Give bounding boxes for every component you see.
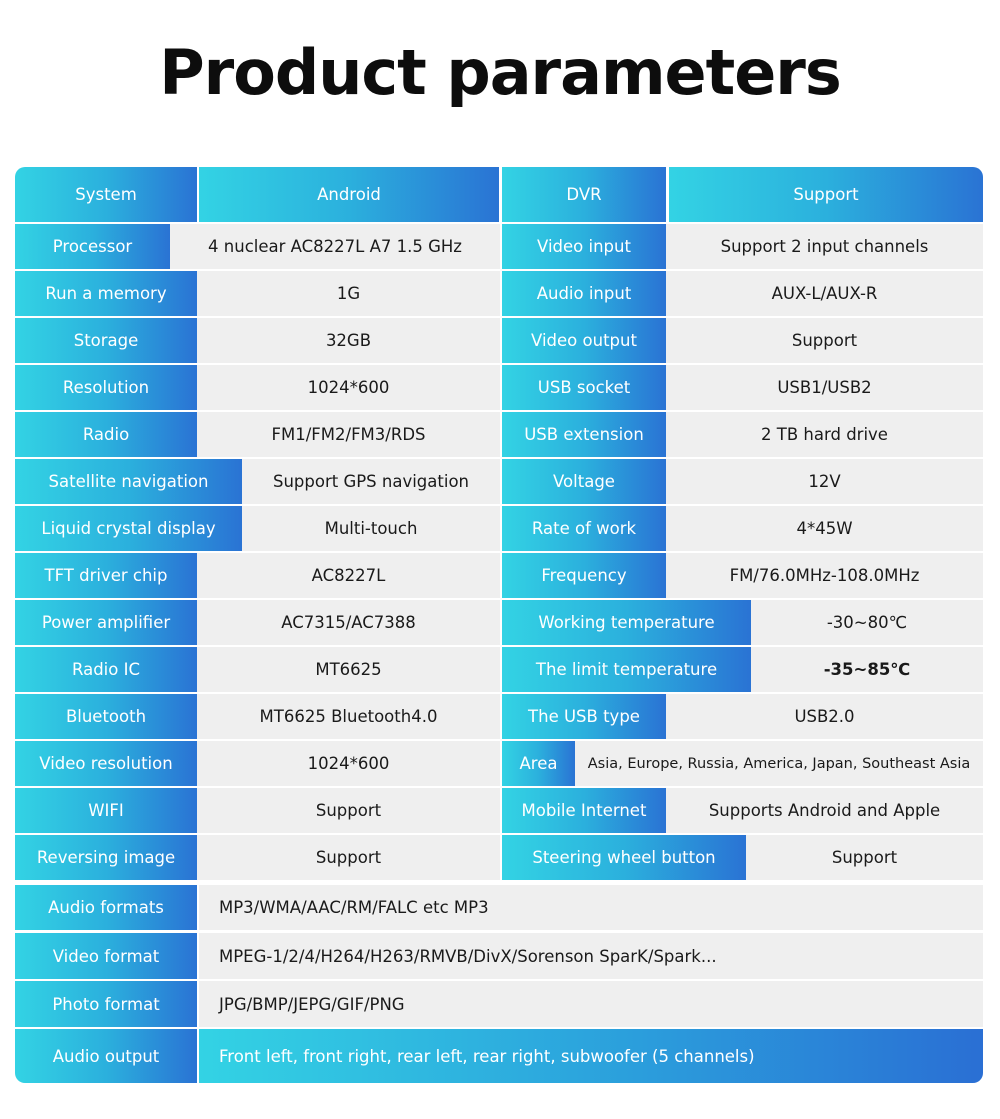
row-value-right: -35~85℃ — [751, 647, 983, 692]
table-row: Audio formats MP3/WMA/AAC/RM/FALC etc MP… — [15, 885, 983, 930]
table-row: Video resolution 1024*600 Area Asia, Eur… — [15, 741, 983, 786]
header-system: System — [15, 167, 197, 222]
table-row: Storage 32GB Video output Support — [15, 318, 983, 363]
table-row: Run a memory 1G Audio input AUX-L/AUX-R — [15, 271, 983, 316]
row-label-right: USB extension — [502, 412, 666, 457]
row-value-right: FM/76.0MHz-108.0MHz — [666, 553, 983, 598]
row-label-right: Rate of work — [502, 506, 666, 551]
row-label-left: Power amplifier — [15, 600, 197, 645]
table-header-row: System Android DVR Support — [15, 167, 983, 222]
table-row: Power amplifier AC7315/AC7388 Working te… — [15, 600, 983, 645]
row-label-left: Video format — [15, 933, 197, 979]
row-value-wide: JPG/BMP/JEPG/GIF/PNG — [199, 981, 983, 1027]
row-label-left: Processor — [15, 224, 170, 269]
audio-output-label: Audio output — [15, 1029, 197, 1083]
row-value-left: 4 nuclear AC8227L A7 1.5 GHz — [170, 224, 500, 269]
row-label-right: USB socket — [502, 365, 666, 410]
table-row: Satellite navigation Support GPS navigat… — [15, 459, 983, 504]
row-label-right: Audio input — [502, 271, 666, 316]
row-label-left: WIFI — [15, 788, 197, 833]
row-label-right: The USB type — [502, 694, 666, 739]
row-label-left: Bluetooth — [15, 694, 197, 739]
parameters-table: System Android DVR Support Processor 4 n… — [15, 167, 983, 1083]
row-label-left: TFT driver chip — [15, 553, 197, 598]
header-support: Support — [669, 167, 983, 222]
header-dvr: DVR — [502, 167, 666, 222]
row-value-right: 2 TB hard drive — [666, 412, 983, 457]
row-value-left: Multi-touch — [242, 506, 500, 551]
row-value-wide: MP3/WMA/AAC/RM/FALC etc MP3 — [199, 885, 983, 930]
table-row: WIFI Support Mobile Internet Supports An… — [15, 788, 983, 833]
row-value-left: AC7315/AC7388 — [197, 600, 500, 645]
table-row: Processor 4 nuclear AC8227L A7 1.5 GHz V… — [15, 224, 983, 269]
row-label-right: The limit temperature — [502, 647, 751, 692]
table-row: Photo format JPG/BMP/JEPG/GIF/PNG — [15, 981, 983, 1027]
page-title: Product parameters — [159, 36, 842, 109]
table-row: Liquid crystal display Multi-touch Rate … — [15, 506, 983, 551]
row-value-left: Support — [197, 788, 500, 833]
table-row: Radio IC MT6625 The limit temperature -3… — [15, 647, 983, 692]
row-label-left: Storage — [15, 318, 197, 363]
row-label-left: Satellite navigation — [15, 459, 242, 504]
row-value-left: 1024*600 — [197, 741, 500, 786]
row-value-right: Support — [746, 835, 983, 880]
row-value-left: Support — [197, 835, 500, 880]
row-value-wide: MPEG-1/2/4/H264/H263/RMVB/DivX/Sorenson … — [199, 933, 983, 979]
row-value-right: USB2.0 — [666, 694, 983, 739]
row-label-right: Video input — [502, 224, 666, 269]
row-label-left: Reversing image — [15, 835, 197, 880]
row-label-right: Voltage — [502, 459, 666, 504]
audio-output-value: Front left, front right, rear left, rear… — [199, 1029, 983, 1083]
row-label-left: Liquid crystal display — [15, 506, 242, 551]
row-label-left: Audio formats — [15, 885, 197, 930]
row-label-right: Mobile Internet — [502, 788, 666, 833]
row-value-left: MT6625 — [197, 647, 500, 692]
row-value-left: AC8227L — [197, 553, 500, 598]
row-value-left: FM1/FM2/FM3/RDS — [197, 412, 500, 457]
row-label-left: Resolution — [15, 365, 197, 410]
row-value-left: 32GB — [197, 318, 500, 363]
row-value-left: 1024*600 — [197, 365, 500, 410]
table-row: Reversing image Support Steering wheel b… — [15, 835, 983, 880]
table-row: Resolution 1024*600 USB socket USB1/USB2 — [15, 365, 983, 410]
row-value-right: USB1/USB2 — [666, 365, 983, 410]
row-value-left: Support GPS navigation — [242, 459, 500, 504]
row-label-right: Area — [502, 741, 575, 786]
row-label-left: Photo format — [15, 981, 197, 1027]
table-row: TFT driver chip AC8227L Frequency FM/76.… — [15, 553, 983, 598]
row-value-right: AUX-L/AUX-R — [666, 271, 983, 316]
table-row: Radio FM1/FM2/FM3/RDS USB extension 2 TB… — [15, 412, 983, 457]
row-label-left: Run a memory — [15, 271, 197, 316]
row-value-right: Supports Android and Apple — [666, 788, 983, 833]
row-label-right: Video output — [502, 318, 666, 363]
table-row: Audio output Front left, front right, re… — [15, 1029, 983, 1083]
row-value-right: 4*45W — [666, 506, 983, 551]
table-row: Bluetooth MT6625 Bluetooth4.0 The USB ty… — [15, 694, 983, 739]
row-value-right: 12V — [666, 459, 983, 504]
row-label-right: Steering wheel button — [502, 835, 746, 880]
table-row: Video format MPEG-1/2/4/H264/H263/RMVB/D… — [15, 933, 983, 979]
row-value-right: Support — [666, 318, 983, 363]
row-label-left: Video resolution — [15, 741, 197, 786]
row-label-left: Radio — [15, 412, 197, 457]
row-label-right: Frequency — [502, 553, 666, 598]
header-android: Android — [199, 167, 499, 222]
row-value-right: -30~80℃ — [751, 600, 983, 645]
row-label-left: Radio IC — [15, 647, 197, 692]
row-value-right: Asia, Europe, Russia, America, Japan, So… — [575, 741, 983, 786]
row-value-left: 1G — [197, 271, 500, 316]
row-value-right: Support 2 input channels — [666, 224, 983, 269]
row-value-left: MT6625 Bluetooth4.0 — [197, 694, 500, 739]
row-label-right: Working temperature — [502, 600, 751, 645]
